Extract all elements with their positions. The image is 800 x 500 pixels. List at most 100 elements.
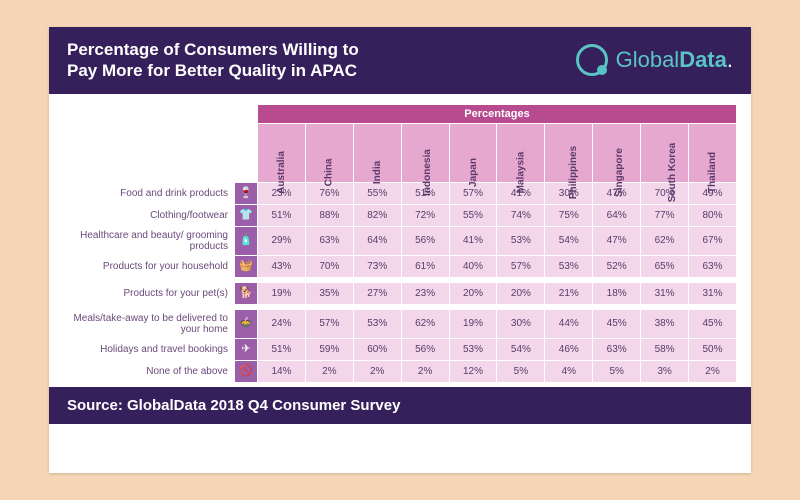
gap-row <box>64 305 736 309</box>
spacer <box>64 124 234 182</box>
logo-dot: . <box>727 47 733 73</box>
column-header: Philippines <box>545 124 592 182</box>
data-cell: 4% <box>545 361 592 382</box>
percentages-header: Percentages <box>258 105 736 123</box>
logo-text-2: Data <box>679 47 727 73</box>
data-cell: 29% <box>258 227 305 255</box>
data-cell: 62% <box>402 310 449 338</box>
data-cell: 30% <box>497 310 544 338</box>
data-cell: 88% <box>306 205 353 226</box>
column-header: South Korea <box>641 124 688 182</box>
table-row: Clothing/footwear👕51%88%82%72%55%74%75%6… <box>64 205 736 226</box>
column-label: Singapore <box>614 148 625 197</box>
column-header: Japan <box>450 124 497 182</box>
data-cell: 44% <box>545 310 592 338</box>
category-icon: 🚫 <box>239 365 253 377</box>
row-icon: 🚫 <box>235 361 257 382</box>
row-label: None of the above <box>64 361 234 382</box>
data-cell: 72% <box>402 205 449 226</box>
table-row: Products for your household🧺43%70%73%61%… <box>64 256 736 277</box>
data-cell: 58% <box>641 339 688 360</box>
data-cell: 47% <box>593 227 640 255</box>
table-row: Healthcare and beauty/ grooming products… <box>64 227 736 255</box>
column-label: Japan <box>468 158 479 187</box>
column-header: Singapore <box>593 124 640 182</box>
data-cell: 2% <box>402 361 449 382</box>
data-cell: 35% <box>306 283 353 304</box>
column-label: India <box>372 160 383 183</box>
category-icon: 🐕 <box>239 287 253 299</box>
data-cell: 12% <box>450 361 497 382</box>
data-cell: 67% <box>689 227 736 255</box>
data-cell: 63% <box>306 227 353 255</box>
data-cell: 2% <box>354 361 401 382</box>
row-icon: 🧴 <box>235 227 257 255</box>
column-header: Thailand <box>689 124 736 182</box>
column-label: Philippines <box>569 145 580 198</box>
data-cell: 64% <box>593 205 640 226</box>
data-cell: 54% <box>497 339 544 360</box>
data-cell: 70% <box>306 256 353 277</box>
data-cell: 73% <box>354 256 401 277</box>
data-cell: 55% <box>354 183 401 204</box>
header-title: Percentage of Consumers Willing to Pay M… <box>67 39 367 82</box>
table-wrap: Percentages AustraliaChinaIndiaIndonesia… <box>49 94 751 387</box>
row-icon: 🍲 <box>235 310 257 338</box>
page: Percentage of Consumers Willing to Pay M… <box>0 0 800 500</box>
data-cell: 2% <box>689 361 736 382</box>
row-icon: 🧺 <box>235 256 257 277</box>
column-header: Australia <box>258 124 305 182</box>
data-cell: 20% <box>450 283 497 304</box>
category-icon: 🍷 <box>239 187 253 199</box>
row-icon: 🐕 <box>235 283 257 304</box>
data-cell: 46% <box>545 339 592 360</box>
row-label: Products for your pet(s) <box>64 283 234 304</box>
globaldata-logo: GlobalData. <box>576 44 733 76</box>
category-icon: 🍲 <box>239 317 253 329</box>
column-label: China <box>324 158 335 186</box>
table-body: Food and drink products🍷23%76%55%51%57%4… <box>64 183 736 382</box>
logo-text-1: Global <box>616 47 680 73</box>
column-header: Malaysia <box>497 124 544 182</box>
data-cell: 63% <box>689 256 736 277</box>
footer-source: Source: GlobalData 2018 Q4 Consumer Surv… <box>49 387 751 424</box>
data-cell: 80% <box>689 205 736 226</box>
data-cell: 52% <box>593 256 640 277</box>
table-row: None of the above🚫14%2%2%2%12%5%4%5%3%2% <box>64 361 736 382</box>
spacer <box>235 105 257 123</box>
row-icon: 👕 <box>235 205 257 226</box>
data-cell: 70% <box>641 183 688 204</box>
row-icon: ✈ <box>235 339 257 360</box>
row-label: Clothing/footwear <box>64 205 234 226</box>
data-cell: 5% <box>497 361 544 382</box>
data-cell: 82% <box>354 205 401 226</box>
table-row: Products for your pet(s) 🐕 19%35%27%23%20%… <box>64 283 736 304</box>
data-cell: 18% <box>593 283 640 304</box>
data-cell: 19% <box>258 283 305 304</box>
category-icon: 🧴 <box>239 234 253 246</box>
data-cell: 23% <box>402 283 449 304</box>
data-cell: 43% <box>258 256 305 277</box>
data-cell: 24% <box>258 310 305 338</box>
data-cell: 57% <box>497 256 544 277</box>
data-cell: 53% <box>354 310 401 338</box>
column-label: Australia <box>276 151 287 194</box>
infographic-panel: Percentage of Consumers Willing to Pay M… <box>49 27 751 473</box>
data-cell: 31% <box>641 283 688 304</box>
gap-row <box>64 278 736 282</box>
column-label: Indonesia <box>422 149 433 196</box>
data-cell: 56% <box>402 339 449 360</box>
spacer <box>64 105 234 123</box>
data-cell: 53% <box>545 256 592 277</box>
row-label: Holidays and travel bookings <box>64 339 234 360</box>
row-label: Healthcare and beauty/ grooming products <box>64 227 234 255</box>
column-label: South Korea <box>667 142 678 201</box>
data-cell: 57% <box>306 310 353 338</box>
column-header: China <box>306 124 353 182</box>
data-cell: 27% <box>354 283 401 304</box>
row-label: Food and drink products <box>64 183 234 204</box>
data-cell: 64% <box>354 227 401 255</box>
data-cell: 53% <box>450 339 497 360</box>
data-cell: 63% <box>593 339 640 360</box>
data-cell: 38% <box>641 310 688 338</box>
